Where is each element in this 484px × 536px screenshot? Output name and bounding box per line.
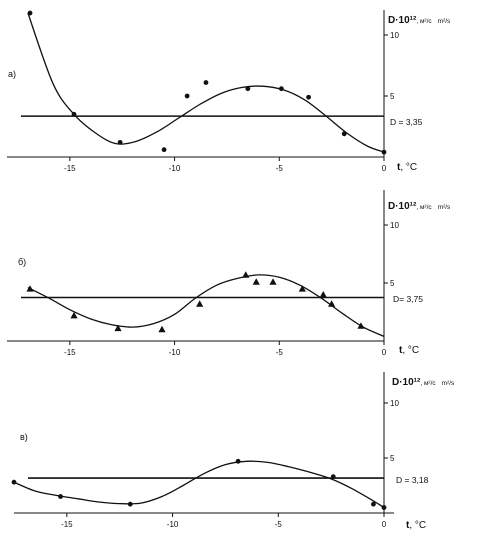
y-axis-label-unit-en: m²/s [438, 204, 451, 211]
data-point [235, 458, 241, 464]
y-axis-label: D·10¹², м²/с m²/s [392, 377, 455, 388]
x-tick-label: -5 [275, 520, 283, 529]
data-point [357, 322, 365, 329]
chart-panel-1: -15 -10 -5 0 5 10 D·10¹², м²/с m²/s t, °C а) D = 3… [7, 10, 451, 173]
x-axis-label-unit: , °C [409, 520, 426, 531]
d-line-label: D = 3,18 [396, 475, 429, 485]
x-axis-label-main: t [406, 520, 410, 531]
x-tick-label: -5 [276, 348, 284, 357]
data-point [27, 10, 33, 16]
data-point [161, 147, 167, 153]
data-point [196, 300, 204, 307]
data-point [26, 285, 34, 292]
panel-label: в) [20, 432, 28, 442]
x-axis-label-unit: , °C [400, 162, 417, 173]
x-axis-label-main: t [399, 345, 403, 356]
data-point [371, 501, 376, 507]
data-point [242, 271, 250, 278]
y-axis-label-unit-ru: , м²/с [416, 204, 432, 211]
data-point [278, 86, 284, 92]
y-axis-label-unit-ru: , м²/с [416, 18, 432, 25]
data-point [330, 474, 336, 480]
y-axis-label-unit-ru: , м²/с [420, 380, 436, 387]
y-tick-label: 10 [390, 399, 399, 408]
fit-curve [27, 12, 385, 153]
data-point [381, 149, 387, 155]
x-tick-label: -10 [169, 164, 181, 173]
fit-curve [13, 460, 385, 509]
data-point [70, 311, 78, 319]
panel-label: б) [18, 257, 26, 267]
x-tick-label: -10 [167, 520, 179, 529]
x-axis-label-unit: , °C [402, 345, 419, 356]
data-point [184, 93, 190, 99]
y-axis-label: D·10¹², м²/с m²/s [388, 201, 451, 212]
x-tick-label: 0 [382, 520, 387, 529]
y-axis-label-unit-en: m²/s [438, 18, 451, 25]
x-axis-label: t, °C [397, 162, 417, 173]
data-point [328, 300, 336, 307]
y-tick-label: 5 [390, 454, 395, 463]
fit-curve [27, 274, 385, 337]
y-axis-label-main: D·10¹² [388, 201, 417, 212]
d-line-label: D= 3,75 [393, 294, 423, 304]
x-tick-label: -15 [64, 164, 76, 173]
data-point [117, 139, 123, 145]
data-point [158, 325, 166, 333]
data-point [319, 291, 327, 298]
data-point [11, 479, 17, 485]
y-axis-label-main: D·10¹² [392, 377, 421, 388]
data-point [381, 505, 387, 510]
chart-panel-2: -15 -10 -5 0 5 10 D·10¹², м²/с m²/s t, °C б) D= 3,… [7, 190, 451, 357]
data-point [341, 131, 347, 137]
data-point [298, 285, 306, 292]
x-tick-label: -15 [64, 348, 76, 357]
x-tick-label: -10 [169, 348, 181, 357]
y-tick-label: 10 [390, 31, 399, 40]
data-point [245, 86, 251, 92]
data-point [58, 494, 63, 499]
data-point [127, 501, 133, 507]
d-line-label: D = 3,35 [390, 117, 423, 127]
x-axis-label: t, °C [406, 520, 426, 531]
x-axis-label-main: t [397, 162, 401, 173]
x-tick-label: 0 [382, 348, 387, 357]
y-tick-label: 5 [390, 279, 395, 288]
data-point [269, 278, 277, 285]
x-tick-label: 0 [382, 164, 387, 173]
data-point [114, 324, 122, 332]
y-tick-label: 5 [390, 92, 395, 101]
data-point [203, 80, 209, 85]
chart-panel-3: -15 -10 -5 0 5 10 D·10¹², м²/с m²/s t, °C в) D = 3… [11, 372, 455, 531]
y-axis-label-main: D·10¹² [388, 15, 417, 26]
data-point [71, 111, 77, 117]
x-tick-label: -15 [61, 520, 73, 529]
y-axis-label-unit-en: m²/s [442, 380, 455, 387]
y-axis-label: D·10¹², м²/с m²/s [388, 15, 451, 26]
panel-label: а) [8, 69, 16, 79]
y-tick-label: 10 [390, 221, 399, 230]
x-tick-label: -5 [276, 164, 284, 173]
data-point [306, 94, 311, 100]
x-axis-label: t, °C [399, 345, 419, 356]
data-point [252, 278, 260, 285]
